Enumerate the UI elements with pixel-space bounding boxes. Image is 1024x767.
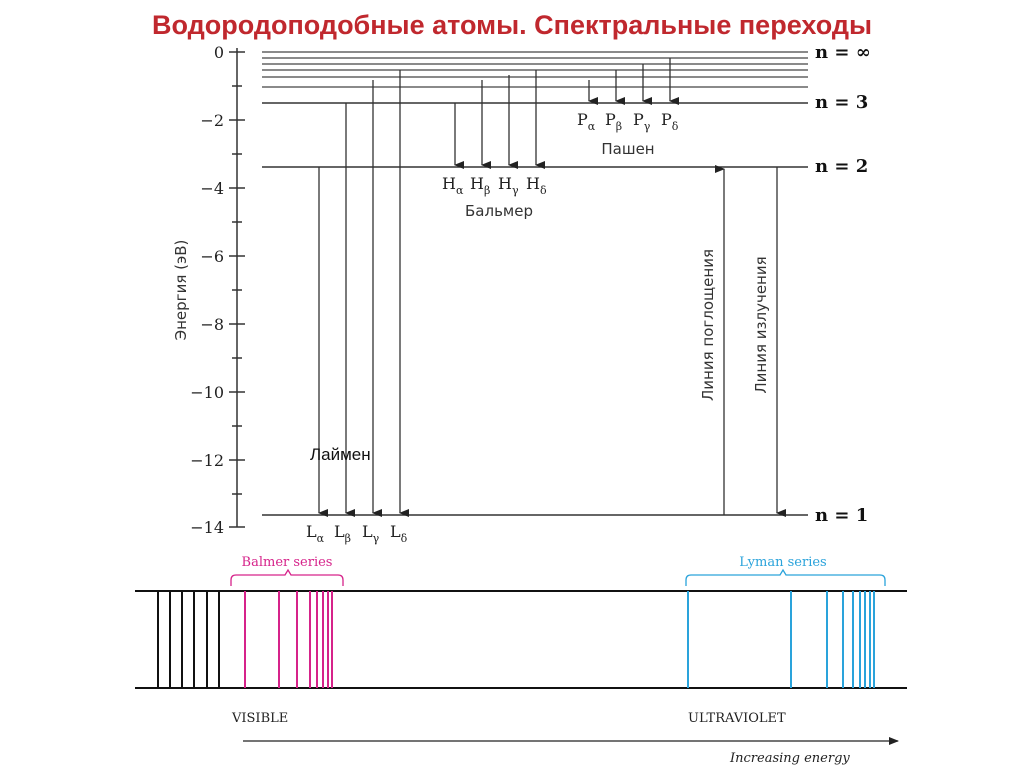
lyman-line-gamma: Lγ <box>362 522 380 545</box>
y-axis-label: Энергия (эВ) <box>172 240 190 341</box>
paschen-line-alpha: Pα <box>577 110 596 133</box>
spectrum-black-lines <box>157 591 220 688</box>
y-tick-label: −12 <box>190 451 224 470</box>
level-label-n-inf: n = ∞ <box>815 42 871 63</box>
absorption-line-label: Линия поглощения <box>699 249 717 401</box>
lyman-line-beta: Lβ <box>334 522 351 545</box>
increasing-energy-label: Increasing energy <box>729 751 850 766</box>
lyman-series-en-label: Lyman series <box>739 555 826 570</box>
lyman-series-label: Лаймен <box>310 445 371 464</box>
balmer-bracket <box>230 568 344 586</box>
balmer-line-gamma: Hγ <box>498 174 519 197</box>
lyman-bracket <box>685 568 886 586</box>
paschen-arrows <box>588 58 679 105</box>
y-tick-label: −14 <box>190 518 224 537</box>
balmer-line-beta: Hβ <box>470 174 490 197</box>
paschen-line-gamma: Pγ <box>633 110 651 133</box>
level-label-n3: n = 3 <box>815 92 868 113</box>
paschen-series-label: Пашен <box>601 140 654 158</box>
spectrum-balmer-lines <box>244 591 333 688</box>
level-label-n1: n = 1 <box>815 505 868 526</box>
y-axis-ticks <box>229 51 245 528</box>
y-tick-label: −8 <box>200 315 224 334</box>
emission-line-label: Линия излучения <box>752 256 770 393</box>
page-title: Водородоподобные атомы. Спектральные пер… <box>151 10 873 40</box>
balmer-line-delta: Hδ <box>526 174 547 197</box>
y-tick-label: −4 <box>200 179 224 198</box>
visible-label: VISIBLE <box>231 711 288 726</box>
ultraviolet-label: ULTRAVIOLET <box>688 711 786 726</box>
continuum-levels <box>262 51 808 88</box>
y-tick-label: −2 <box>200 111 224 130</box>
lyman-arrows <box>318 70 409 517</box>
balmer-series-en-label: Balmer series <box>242 555 333 570</box>
y-tick-label: −6 <box>200 247 224 266</box>
spectrum-lyman-lines <box>687 591 875 688</box>
balmer-series-label: Бальмер <box>465 202 533 220</box>
y-tick-label: 0 <box>214 43 224 62</box>
level-label-n2: n = 2 <box>815 156 868 177</box>
paschen-line-delta: Pδ <box>661 110 679 133</box>
balmer-arrows <box>454 70 545 169</box>
balmer-line-alpha: Hα <box>442 174 464 197</box>
lyman-line-alpha: Lα <box>306 522 325 545</box>
paschen-line-beta: Pβ <box>605 110 622 133</box>
lyman-line-delta: Lδ <box>390 522 408 545</box>
y-tick-label: −10 <box>190 383 224 402</box>
